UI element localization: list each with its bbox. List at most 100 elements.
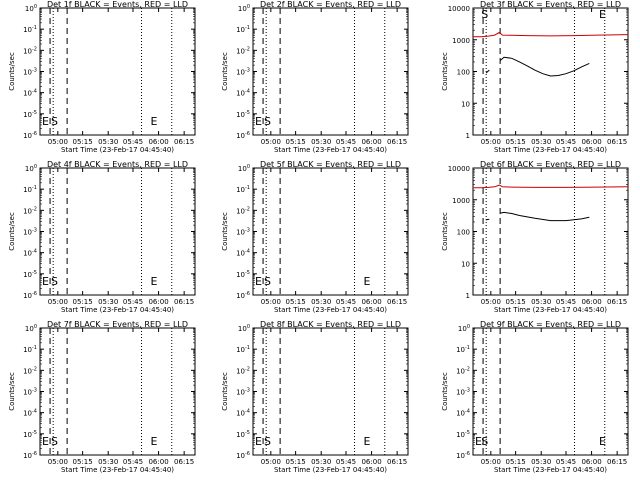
x-tick-label: 05:15 [506, 138, 526, 146]
y-axis-label: Counts/sec [441, 372, 449, 411]
panel-6: Det 6f BLACK = Events, RED = LLD 1 10 100 10… [441, 160, 629, 314]
marker-label-e: E [599, 435, 606, 448]
y-tick-label: 10-3 [236, 68, 250, 77]
series-line-events [500, 211, 590, 222]
x-tick-label: 06:00 [361, 138, 381, 146]
y-tick-label: 1000 [452, 197, 470, 205]
y-tick-label: 10-2 [236, 366, 250, 375]
marker-label-e: E [42, 115, 49, 128]
y-axis-label: Counts/sec [441, 212, 449, 251]
y-tick-label: 10-3 [236, 228, 250, 237]
panel-2: Det 2f BLACK = Events, RED = LLD 10-6 10-5… [221, 0, 409, 154]
y-tick-label: 10-6 [236, 291, 250, 300]
y-tick-label: 10-2 [23, 46, 37, 55]
x-tick-label: 06:15 [607, 458, 627, 466]
marker-label-e: E [364, 435, 371, 448]
y-tick-label: 10-4 [23, 89, 37, 98]
x-tick-label: 05:15 [286, 458, 306, 466]
x-tick-label: 05:00 [481, 458, 501, 466]
marker-label-e: E [599, 8, 606, 21]
marker-label-e: E [151, 435, 158, 448]
x-tick-label: 05:30 [531, 138, 551, 146]
x-tick-label: 05:00 [48, 298, 68, 306]
x-axis-label: Start Time (23-Feb-17 04:45:40) [61, 146, 174, 154]
y-tick-label: 10-6 [236, 451, 250, 460]
x-tick-label: 05:45 [556, 458, 576, 466]
panel-1: Det 1f BLACK = Events, RED = LLD 10-6 10-5… [8, 0, 196, 154]
x-tick-label: 05:15 [73, 138, 93, 146]
x-tick-label: 05:45 [336, 298, 356, 306]
panel-title: Det 5f BLACK = Events, RED = LLD [260, 160, 401, 169]
y-tick-label: 10-4 [23, 249, 37, 258]
x-tick-label: 05:00 [48, 458, 68, 466]
x-tick-label: 05:00 [481, 298, 501, 306]
panel-title: Det 6f BLACK = Events, RED = LLD [480, 160, 621, 169]
y-tick-label: 10-4 [236, 409, 250, 418]
y-axis-label: Counts/sec [8, 52, 16, 91]
marker-label-s: S [51, 115, 58, 128]
y-tick-label: 10-5 [23, 110, 37, 119]
y-tick-label: 100 [25, 4, 37, 13]
x-tick-label: 06:15 [174, 298, 194, 306]
y-tick-label: 10-3 [23, 388, 37, 397]
marker-label-e: E [255, 115, 262, 128]
y-axis-label: Counts/sec [8, 372, 16, 411]
x-axis-label: Start Time (23-Feb-17 04:45:40) [274, 306, 387, 314]
x-tick-label: 05:15 [286, 298, 306, 306]
x-tick-label: 06:00 [148, 458, 168, 466]
panel-title: Det 3f BLACK = Events, RED = LLD [480, 0, 621, 9]
y-tick-label: 10-1 [236, 25, 250, 34]
y-tick-label: 10-5 [236, 270, 250, 279]
x-tick-label: 06:15 [387, 298, 407, 306]
y-tick-label: 100 [238, 4, 250, 13]
x-tick-label: 05:15 [73, 458, 93, 466]
y-tick-label: 10-2 [456, 366, 470, 375]
y-tick-label: 10 [461, 260, 470, 268]
x-axis-label: Start Time (23-Feb-17 04:45:40) [61, 306, 174, 314]
panel-title: Det 1f BLACK = Events, RED = LLD [47, 0, 188, 9]
y-tick-label: 10-3 [23, 68, 37, 77]
x-tick-label: 05:15 [506, 458, 526, 466]
y-tick-label: 10-1 [456, 345, 470, 354]
x-tick-label: 06:00 [361, 298, 381, 306]
y-tick-label: 10 [461, 100, 470, 108]
y-tick-label: 10-1 [236, 345, 250, 354]
y-tick-label: 10-6 [236, 131, 250, 140]
y-tick-label: 10000 [448, 165, 470, 173]
x-tick-label: 05:45 [556, 138, 576, 146]
x-tick-label: 05:30 [98, 298, 118, 306]
y-tick-label: 10-4 [456, 409, 470, 418]
y-tick-label: 100 [458, 324, 470, 333]
y-axis-label: Counts/sec [441, 52, 449, 91]
y-tick-label: 1 [466, 132, 470, 140]
y-tick-label: 10-2 [236, 46, 250, 55]
y-tick-label: 10000 [448, 5, 470, 13]
marker-label-s: S [51, 435, 58, 448]
marker-label-e: E [151, 275, 158, 288]
y-tick-label: 10-2 [236, 206, 250, 215]
panel-title: Det 2f BLACK = Events, RED = LLD [260, 0, 401, 9]
y-tick-label: 10-2 [23, 366, 37, 375]
marker-label-e: E [42, 275, 49, 288]
y-tick-label: 10-5 [23, 430, 37, 439]
y-axis-label: Counts/sec [8, 212, 16, 251]
y-tick-label: 10-3 [23, 228, 37, 237]
y-tick-label: 10-4 [236, 89, 250, 98]
series-line-lld [473, 184, 629, 189]
panel-title: Det 4f BLACK = Events, RED = LLD [47, 160, 188, 169]
y-tick-label: 10-6 [456, 451, 470, 460]
y-tick-label: 10-1 [23, 185, 37, 194]
x-tick-label: 05:15 [73, 298, 93, 306]
x-tick-label: 05:45 [556, 298, 576, 306]
x-tick-label: 06:15 [387, 458, 407, 466]
y-tick-label: 10-6 [23, 451, 37, 460]
y-tick-label: 1000 [452, 37, 470, 45]
marker-label-e: E [364, 275, 371, 288]
marker-label-e: E [151, 115, 158, 128]
x-tick-label: 05:00 [48, 138, 68, 146]
x-tick-label: 05:30 [98, 138, 118, 146]
x-axis-label: Start Time (23-Feb-17 04:45:40) [494, 466, 607, 474]
x-tick-label: 06:00 [148, 298, 168, 306]
x-tick-label: 05:30 [311, 298, 331, 306]
